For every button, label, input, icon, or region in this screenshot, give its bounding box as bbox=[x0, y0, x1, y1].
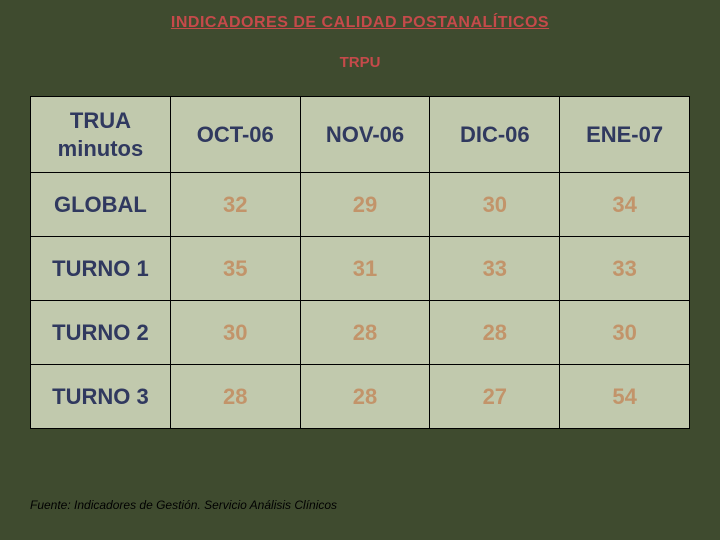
table-cell: 54 bbox=[560, 365, 690, 429]
table-cell: 30 bbox=[430, 173, 560, 237]
table-cell: 33 bbox=[560, 237, 690, 301]
table-row: GLOBAL32293034 bbox=[31, 173, 690, 237]
table-row: TURNO 230282830 bbox=[31, 301, 690, 365]
source-footnote: Fuente: Indicadores de Gestión. Servicio… bbox=[30, 498, 337, 512]
table-header-cell: ENE-07 bbox=[560, 97, 690, 173]
table-cell: 28 bbox=[300, 365, 430, 429]
table-header-cell: GLOBAL bbox=[31, 173, 171, 237]
table-header-cell: TURNO 3 bbox=[31, 365, 171, 429]
data-table: TRUAminutosOCT-06NOV-06DIC-06ENE-07GLOBA… bbox=[30, 96, 690, 429]
table-cell: 35 bbox=[170, 237, 300, 301]
table-cell: 29 bbox=[300, 173, 430, 237]
table-row: TRUAminutosOCT-06NOV-06DIC-06ENE-07 bbox=[31, 97, 690, 173]
table-row: TURNO 328282754 bbox=[31, 365, 690, 429]
table-cell: 28 bbox=[300, 301, 430, 365]
page-subtitle: TRPU bbox=[0, 54, 720, 71]
table-header-cell: TURNO 1 bbox=[31, 237, 171, 301]
table-header-cell: TRUAminutos bbox=[31, 97, 171, 173]
table-cell: 31 bbox=[300, 237, 430, 301]
table-cell: 30 bbox=[170, 301, 300, 365]
table-header-cell: TURNO 2 bbox=[31, 301, 171, 365]
table-row: TURNO 135313333 bbox=[31, 237, 690, 301]
table-cell: 32 bbox=[170, 173, 300, 237]
table-header-cell: NOV-06 bbox=[300, 97, 430, 173]
table-cell: 34 bbox=[560, 173, 690, 237]
page-title: INDICADORES DE CALIDAD POSTANALÍTICOS bbox=[0, 14, 720, 32]
slide: { "background_color": "#3f4b2f", "headin… bbox=[0, 0, 720, 540]
table-cell: 27 bbox=[430, 365, 560, 429]
table-cell: 28 bbox=[430, 301, 560, 365]
table-cell: 28 bbox=[170, 365, 300, 429]
table-header-cell: DIC-06 bbox=[430, 97, 560, 173]
table-cell: 30 bbox=[560, 301, 690, 365]
table-body: TRUAminutosOCT-06NOV-06DIC-06ENE-07GLOBA… bbox=[31, 97, 690, 429]
table-header-cell: OCT-06 bbox=[170, 97, 300, 173]
table-cell: 33 bbox=[430, 237, 560, 301]
